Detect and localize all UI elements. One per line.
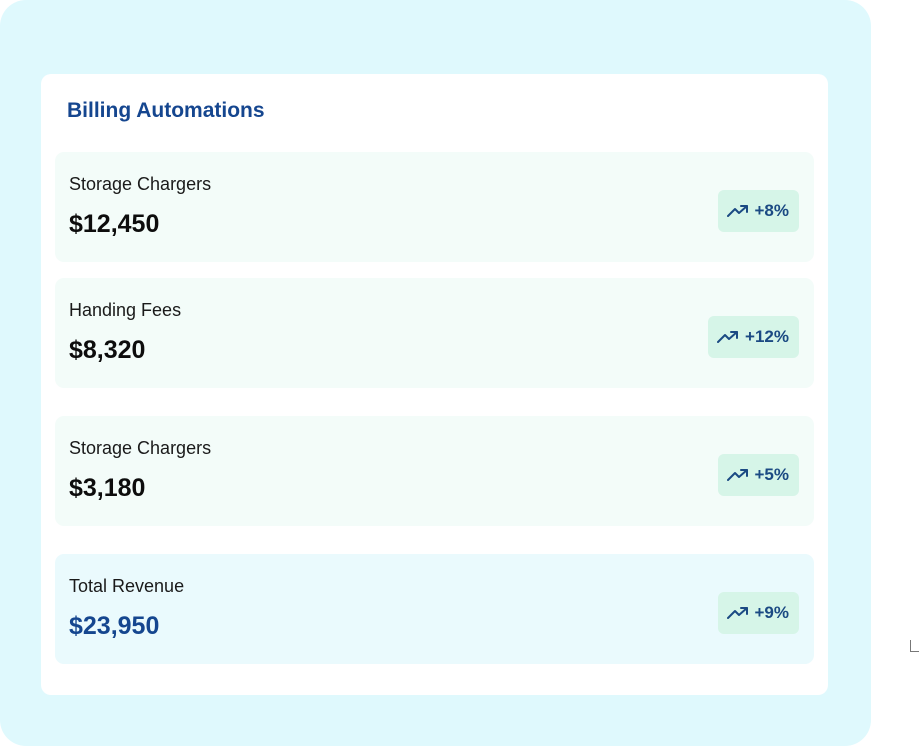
trend-badge: +12% xyxy=(708,316,799,358)
metric-row-total-revenue[interactable]: Total Revenue $23,950 +9% xyxy=(55,554,814,664)
metric-label: Storage Chargers xyxy=(69,174,212,194)
trending-up-icon xyxy=(726,205,748,217)
metric-row-storage-charges-2[interactable]: Storage Chargers $3,180 +5% xyxy=(55,416,814,526)
metric-label: Storage Chargers xyxy=(69,438,212,458)
metric-value: $3,180 xyxy=(69,474,146,502)
metric-label: Total Revenue xyxy=(69,576,185,596)
trending-up-icon xyxy=(726,469,748,481)
trend-badge: +5% xyxy=(717,454,799,496)
metric-value: $8,320 xyxy=(69,336,146,364)
trend-value: +12% xyxy=(745,327,789,346)
metric-value: $23,950 xyxy=(69,612,160,640)
trending-up-icon xyxy=(726,607,748,619)
trend-value: +8% xyxy=(754,201,790,220)
metric-label: Handing Fees xyxy=(69,300,182,320)
trend-badge: +9% xyxy=(717,592,799,634)
trend-badge: +8% xyxy=(717,190,799,232)
card-title: Billing Automations xyxy=(67,99,265,122)
metric-row-handing-fees[interactable]: Handing Fees $8,320 +12% xyxy=(55,278,814,388)
billing-panel-backdrop: Billing Automations Storage Chargers $12… xyxy=(0,0,871,746)
billing-automations-card: Billing Automations Storage Chargers $12… xyxy=(41,74,828,695)
metric-value: $12,450 xyxy=(69,210,160,238)
trend-value: +5% xyxy=(754,465,790,484)
corner-mark xyxy=(910,640,919,652)
metric-row-storage-charges[interactable]: Storage Chargers $12,450 +8% xyxy=(55,152,814,262)
trend-value: +9% xyxy=(754,603,790,622)
trending-up-icon xyxy=(717,331,739,343)
